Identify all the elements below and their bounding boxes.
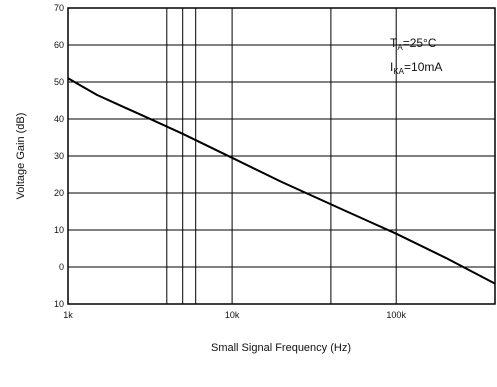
y-tick-label: 70 xyxy=(54,3,64,13)
annotation-temperature-subscript: A xyxy=(397,43,403,52)
y-axis-label: Voltage Gain (dB) xyxy=(15,113,27,200)
y-tick-label: 40 xyxy=(54,114,64,124)
y-tick-label: 0 xyxy=(59,262,64,272)
annotation-temperature-symbol: T xyxy=(390,36,398,50)
annotation-current: IKA=10mA xyxy=(390,60,442,76)
y-tick-label: 10 xyxy=(54,299,64,309)
annotation-temperature: TA=25°C xyxy=(390,36,437,52)
y-tick-labels: 10 0 10 20 30 40 50 60 70 xyxy=(54,3,64,309)
annotation-current-symbol: I xyxy=(390,60,393,74)
y-tick-label: 20 xyxy=(54,188,64,198)
series-line-voltage-gain xyxy=(67,77,496,285)
x-tick-labels: 1k 10k 100k xyxy=(63,310,406,320)
x-tick-label: 1k xyxy=(63,310,73,320)
series-group xyxy=(67,77,496,285)
y-tick-label: 60 xyxy=(54,40,64,50)
plot-frame xyxy=(67,7,496,305)
annotation-temperature-value: =25°C xyxy=(403,36,437,50)
x-tick-label: 10k xyxy=(225,310,240,320)
y-tick-label: 50 xyxy=(54,77,64,87)
x-tick-label: 100k xyxy=(386,310,406,320)
x-axis-label: Small Signal Frequency (Hz) xyxy=(211,342,351,354)
y-tick-label: 10 xyxy=(54,225,64,235)
annotation-current-value: =10mA xyxy=(404,60,442,74)
y-tick-label: 30 xyxy=(54,151,64,161)
annotation-current-subscript: KA xyxy=(393,67,404,76)
